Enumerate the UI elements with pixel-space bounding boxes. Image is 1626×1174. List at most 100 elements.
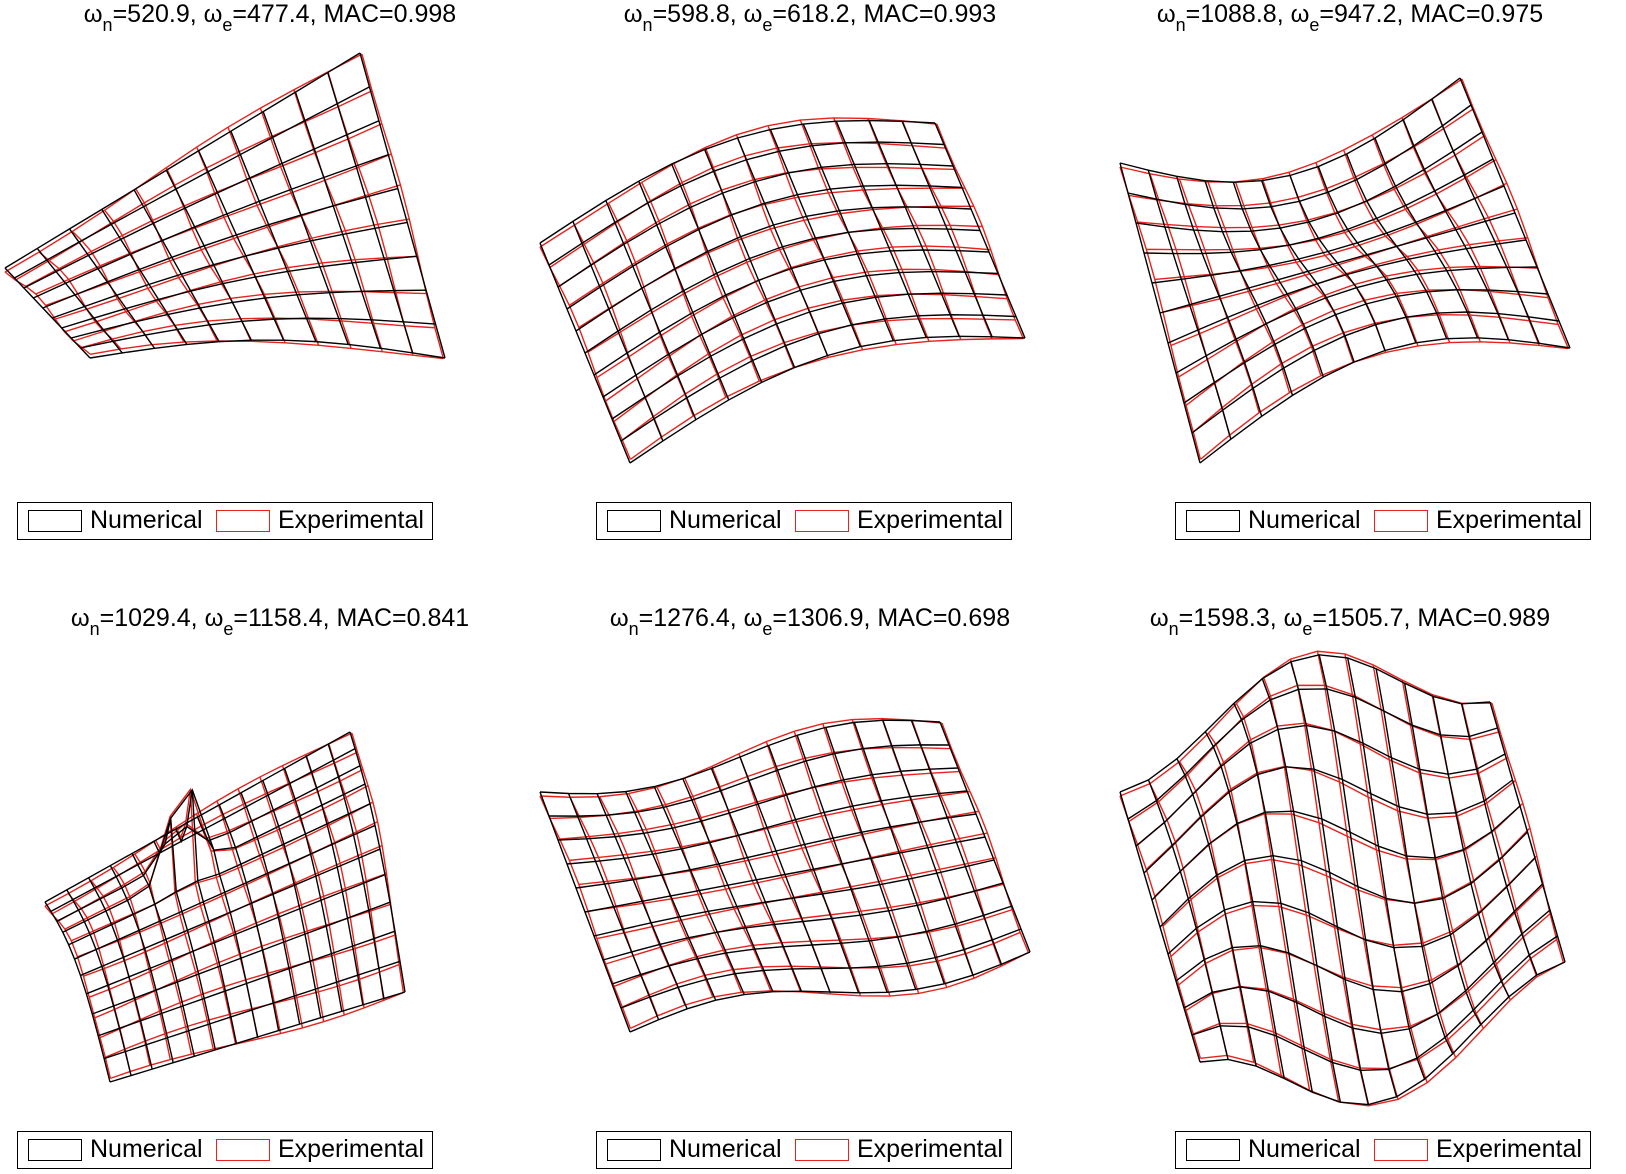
omega-e-value: 618.2 [787, 0, 850, 28]
mesh-line [593, 249, 990, 376]
mesh-line [327, 743, 385, 999]
subscript-n: n [628, 619, 639, 639]
mesh-line [1154, 182, 1508, 281]
subscript-n: n [89, 619, 100, 639]
mesh-line [1183, 289, 1549, 404]
mesh-line [349, 731, 406, 993]
mesh-line [61, 255, 417, 329]
omega-symbol: ω [609, 605, 629, 632]
mesh-line [97, 930, 396, 1037]
mesh-line [259, 107, 352, 349]
subscript-e: e [222, 15, 233, 35]
mesh-line [629, 335, 1026, 464]
omega-e-value: 1505.7 [1327, 604, 1404, 632]
omega-symbol: ω [743, 605, 763, 632]
subscript-e: e [762, 15, 773, 35]
mesh-line [56, 765, 361, 922]
mesh-line [1175, 883, 1543, 993]
mesh-line [602, 882, 1004, 961]
omega-symbol: ω [203, 1, 223, 28]
mesh-line [104, 209, 185, 343]
mesh-line [559, 166, 956, 287]
mac-value: 0.989 [1487, 604, 1551, 632]
mac-value: 0.993 [933, 0, 997, 28]
mesh-line [1135, 131, 1483, 233]
mesh-line [1119, 795, 1202, 1059]
mesh-line [4, 267, 91, 359]
mesh-line [539, 719, 941, 795]
mesh-line [42, 187, 398, 309]
mesh-line [64, 255, 418, 333]
mesh-line [305, 756, 364, 1005]
experimental-mesh [44, 732, 405, 1080]
mesh-line [1143, 158, 1494, 255]
mesh-line [4, 52, 361, 269]
numerical-mesh [539, 719, 1031, 1033]
experimental-label: Experimental [278, 506, 424, 534]
mesh-line [575, 813, 977, 889]
mesh-line [575, 206, 972, 332]
mesh-line [44, 905, 112, 1079]
mesh-line [584, 227, 981, 354]
mesh-line [101, 208, 188, 345]
mesh-line [25, 123, 383, 287]
experimental-label: Experimental [1436, 506, 1582, 534]
mesh-line [92, 901, 391, 1015]
mesh-line [1127, 104, 1472, 210]
mesh-line [33, 154, 389, 299]
mesh-line [587, 224, 983, 353]
omega-symbol: ω [743, 1, 763, 28]
mesh-line [587, 832, 988, 912]
mesh-line [110, 991, 404, 1080]
mesh-line [559, 770, 961, 840]
numerical-swatch [1186, 510, 1240, 532]
mode-panel-4: ωn=1029.4, ωe=1158.4, MAC=0.841 [0, 604, 540, 1164]
mesh-line [51, 221, 408, 319]
mode-shape-mesh [1119, 77, 1571, 464]
legend: Numerical Experimental [1175, 502, 1591, 540]
mesh-line [630, 951, 1029, 1029]
mesh-line [1167, 857, 1536, 955]
omega-symbol: ω [623, 1, 643, 28]
mesh-line [227, 126, 320, 346]
mesh-line [103, 960, 401, 1060]
mesh-line [87, 877, 153, 1070]
numerical-label: Numerical [90, 1135, 203, 1163]
mesh-line [89, 339, 446, 359]
numerical-label: Numerical [669, 1135, 782, 1163]
mesh-line [1199, 961, 1566, 1106]
mesh-line [230, 130, 317, 342]
subscript-n: n [102, 15, 113, 35]
mesh-line [14, 86, 370, 279]
mesh-line [1119, 650, 1492, 797]
mesh-line [71, 801, 374, 942]
mesh-line [1178, 761, 1255, 1063]
mesh-line [584, 836, 986, 913]
mesh-line [1175, 266, 1538, 374]
mode-panel-2: ωn=598.8, ωe=618.2, MAC=0.993 [539, 0, 1080, 560]
mesh-line [44, 732, 353, 907]
mesh-line [66, 889, 132, 1076]
omega-e-value: 1306.9 [787, 604, 864, 632]
mesh-line [259, 776, 325, 1022]
omega-symbol: ω [1283, 605, 1303, 632]
mesh-line [566, 184, 963, 310]
mesh-line [197, 150, 285, 341]
mesh-line [1185, 288, 1549, 406]
legend: Numerical Experimental [596, 1131, 1012, 1169]
mesh-line [88, 872, 387, 998]
mesh-line [196, 146, 286, 344]
omega-n-value: 520.9 [127, 0, 190, 28]
mesh-line [131, 853, 195, 1057]
subscript-n: n [642, 15, 653, 35]
mesh-line [240, 792, 301, 1025]
omega-n-value: 598.8 [667, 0, 730, 28]
mesh-line [548, 141, 945, 266]
mesh-line [620, 314, 1017, 442]
mesh-line [293, 89, 384, 352]
numerical-mesh [44, 731, 406, 1083]
panel-title: ωn=1598.3, ωe=1505.7, MAC=0.989 [1149, 604, 1551, 639]
mesh-line [4, 53, 363, 273]
mode-shape-mesh [1119, 650, 1566, 1107]
mesh-line [218, 804, 280, 1031]
